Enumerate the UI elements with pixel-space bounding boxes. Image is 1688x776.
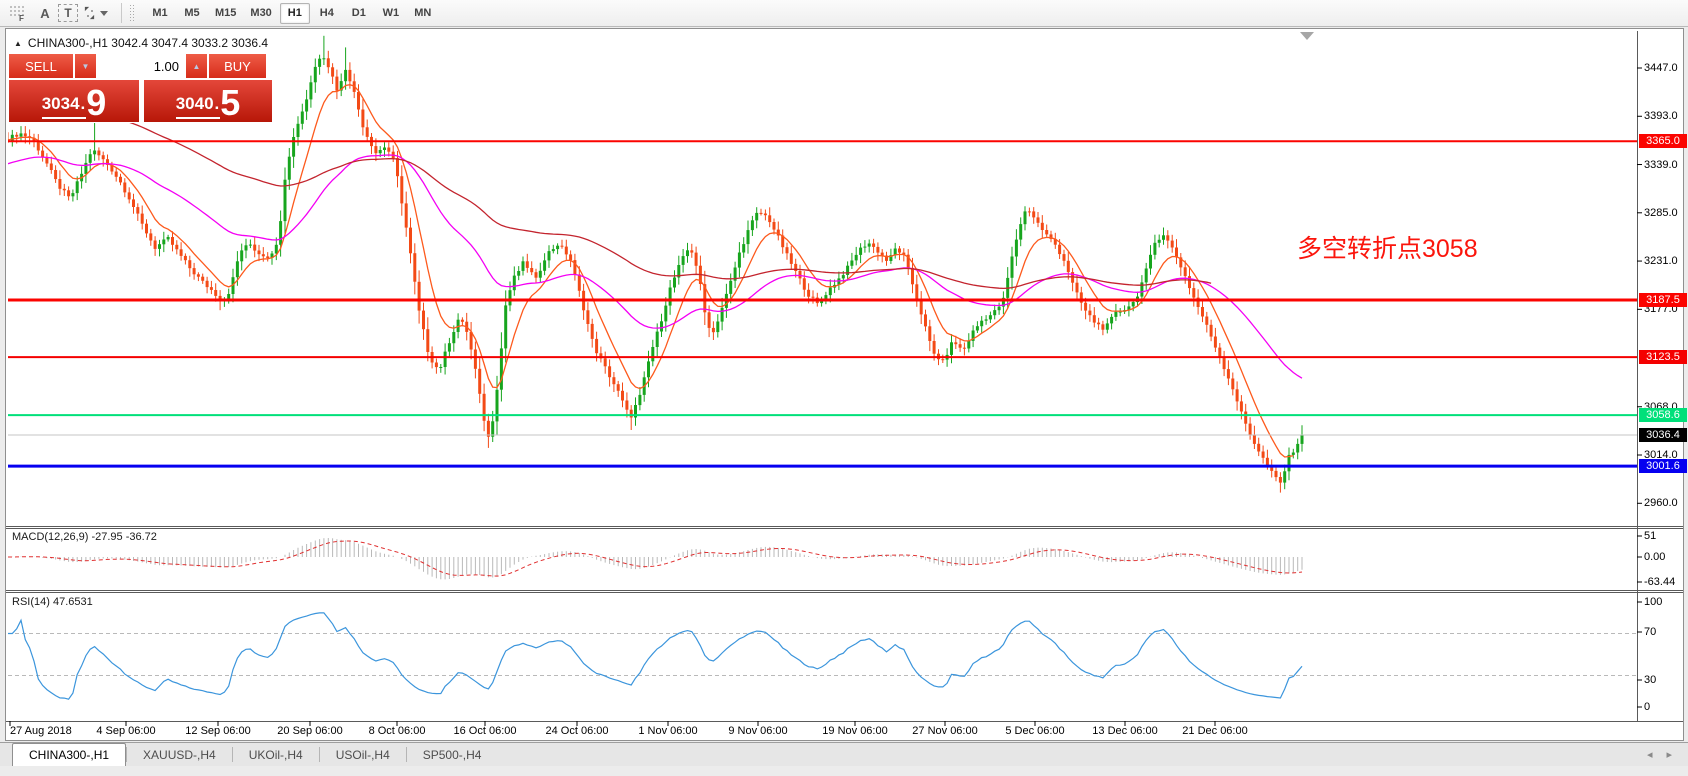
chart-canvas[interactable] (0, 0, 1688, 742)
time-axis-label: 20 Sep 06:00 (277, 725, 343, 737)
volume-decrease-button[interactable]: ▼ (74, 53, 97, 79)
chart-window[interactable] (5, 28, 1684, 741)
volume-input[interactable] (97, 53, 185, 79)
macd-axis-tick: -63.44 (1644, 576, 1676, 588)
chart-tab-usoil[interactable]: USOil-,H4 (335, 747, 390, 762)
tab-scroll-right-icon[interactable]: ▸ (1666, 749, 1672, 761)
time-axis-label: 4 Sep 06:00 (96, 725, 156, 737)
toolbar-separator (121, 3, 122, 23)
text-label-icon[interactable]: A (40, 5, 50, 21)
chart-tab-ukoil[interactable]: UKOil-,H4 (248, 747, 303, 762)
tab-scroll-left-icon[interactable]: ◂ (1646, 749, 1653, 761)
time-axis-label: 1 Nov 06:00 (638, 725, 698, 737)
timeframe-button-mn[interactable]: MN (414, 7, 432, 19)
time-axis-label: 12 Sep 06:00 (185, 725, 251, 737)
chevron-down-icon: ▼ (81, 61, 90, 71)
sell-price-main: 3034 (41, 91, 80, 119)
crosshair-tool-icon[interactable] (78, 2, 112, 24)
price-line-badge: 3123.5 (1639, 350, 1687, 365)
timeframe-button-m1[interactable]: M1 (152, 7, 168, 19)
chart-shift-marker-icon[interactable] (1300, 32, 1314, 40)
symbol-ohlc-text: CHINA300-,H1 3042.4 3047.4 3033.2 3036.4 (27, 36, 269, 50)
sell-price-frac: 9 (86, 82, 107, 123)
price-line-badge: 3058.6 (1639, 408, 1687, 423)
timeframe-button-h1[interactable]: H1 (279, 2, 310, 24)
price-line-badge: 3001.6 (1639, 459, 1687, 474)
rsi-indicator-label: RSI(14) 47.6531 (12, 596, 93, 608)
crosshair-tool-glyph (84, 6, 108, 20)
time-axis-label: 21 Dec 06:00 (1182, 725, 1248, 737)
time-axis-label: 9 Nov 06:00 (728, 725, 788, 737)
collapse-panel-arrow-icon[interactable]: ▲ (14, 38, 22, 48)
price-axis-tick: 3014.0 (1644, 449, 1678, 461)
buy-price-main: 3040 (175, 91, 214, 119)
timeframe-button-m5[interactable]: M5 (184, 7, 200, 19)
price-axis-tick: 3393.0 (1644, 110, 1678, 123)
macd-axis-tick: 0.00 (1644, 551, 1666, 563)
tab-separator (318, 747, 320, 762)
sell-price-display[interactable]: 3034. 9 (8, 79, 140, 123)
time-axis-label: 16 Oct 06:00 (453, 725, 517, 737)
timeframe-button-m30[interactable]: M30 (250, 7, 272, 19)
macd-indicator-label: MACD(12,26,9) -27.95 -36.72 (12, 531, 157, 543)
time-axis-label: 24 Oct 06:00 (545, 725, 609, 737)
time-axis-label: 27 Aug 2018 (10, 725, 72, 737)
time-axis-label: 13 Dec 06:00 (1092, 725, 1158, 737)
price-line-badge: 3365.0 (1639, 134, 1687, 149)
chart-tab-bar: CHINA300-,H1 XAUUSD-,H4 UKOil-,H4 USOil-,H4… (0, 742, 1688, 766)
sell-button[interactable]: SELL (8, 53, 74, 79)
price-axis-tick: 2960.0 (1644, 497, 1678, 510)
svg-text:F: F (19, 14, 24, 21)
buy-price-frac: 5 (220, 82, 241, 123)
chart-tab-sp500[interactable]: SP500-,H4 (422, 747, 482, 762)
time-axis-label: 19 Nov 06:00 (822, 725, 888, 737)
timeframe-group: M1 M5 M15 M30 H1 H4 D1 W1 MN (138, 0, 445, 26)
timeframe-button-w1[interactable]: W1 (382, 7, 400, 19)
price-axis-tick: 3447.0 (1644, 62, 1678, 74)
chart-tab-china300[interactable]: CHINA300-,H1 (12, 743, 127, 766)
current-price-badge: 3036.4 (1639, 427, 1687, 442)
tab-separator (405, 747, 407, 762)
macd-axis-tick: 51 (1644, 530, 1657, 542)
timeframe-button-h4[interactable]: H4 (319, 7, 334, 19)
rsi-axis-tick: 0 (1644, 701, 1651, 713)
one-click-trading-panel: SELL ▼ ▲ BUY 3034.9 3040.5 (8, 53, 273, 123)
grid-levels-f-icon[interactable]: F (6, 2, 32, 24)
time-axis-label: 5 Dec 06:00 (1005, 725, 1065, 737)
time-axis-label: 8 Oct 06:00 (368, 725, 426, 737)
price-axis-tick: 3285.0 (1644, 206, 1678, 219)
price-line-badge: 3187.5 (1639, 292, 1687, 307)
status-bar (0, 766, 1688, 776)
buy-button[interactable]: BUY (208, 53, 267, 79)
price-axis-tick: 3339.0 (1644, 158, 1678, 171)
toolbar-grip[interactable] (129, 4, 134, 22)
chart-tab-xauusd[interactable]: XAUUSD-,H4 (143, 747, 216, 762)
chevron-up-icon: ▲ (192, 61, 201, 71)
sell-price-dot: . (79, 91, 87, 119)
buy-price-display[interactable]: 3040. 5 (143, 79, 273, 123)
rsi-axis-tick: 70 (1644, 626, 1657, 638)
chart-header: ▲ CHINA300-,H1 3042.4 3047.4 3033.2 3036… (14, 36, 268, 50)
text-box-icon[interactable]: T (58, 4, 78, 22)
buy-price-dot: . (213, 91, 221, 119)
chart-text-annotation: 多空转折点3058 (1297, 235, 1478, 263)
volume-increase-button[interactable]: ▲ (185, 53, 208, 79)
price-axis-tick: 3231.0 (1644, 255, 1678, 268)
top-toolbar: F A T M1 M5 M15 M30 H1 H4 D1 W1 MN (0, 0, 1688, 27)
grid-levels-f-glyph: F (10, 6, 24, 21)
rsi-axis-tick: 100 (1644, 596, 1663, 608)
tab-separator (231, 747, 233, 762)
time-axis-label: 27 Nov 06:00 (912, 725, 978, 737)
rsi-axis-tick: 30 (1644, 674, 1657, 686)
tab-separator (126, 747, 128, 762)
timeframe-button-m15[interactable]: M15 (215, 7, 237, 19)
timeframe-button-d1[interactable]: D1 (351, 7, 366, 19)
